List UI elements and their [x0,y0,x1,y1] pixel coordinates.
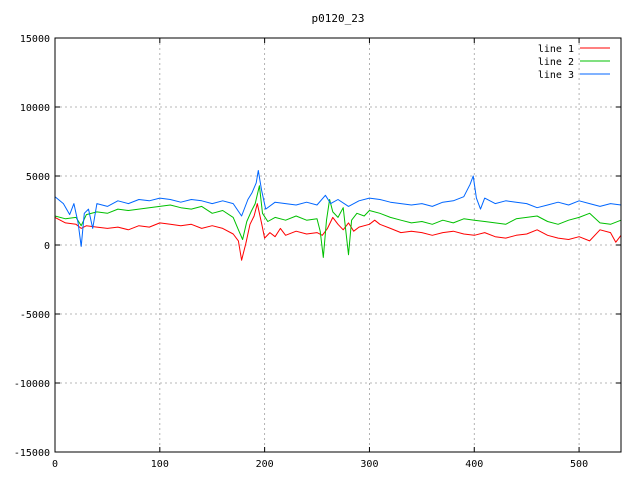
legend: line 1 line 2 line 3 [538,44,610,81]
x-tick-label: 400 [465,459,483,470]
x-tick-label: 0 [52,459,58,470]
y-tick-label: -15000 [14,448,50,459]
x-tick-label: 500 [570,459,588,470]
series-line-2 [54,185,622,258]
y-tick-label: 0 [44,241,50,252]
series-group [54,170,622,261]
y-tick-label: 10000 [20,103,50,114]
legend-label: line 1 [538,44,574,55]
y-tick-label: -10000 [14,379,50,390]
legend-label: line 3 [538,70,574,81]
y-tick-label: -5000 [20,310,50,321]
grid [55,38,621,452]
series-line-3 [54,170,622,247]
y-tick-label: 15000 [20,34,50,45]
legend-label: line 2 [538,57,574,68]
chart-title: p0120_23 [312,12,365,25]
x-tick-label: 300 [360,459,378,470]
y-axis: -15000 -10000 -5000 0 5000 10000 15000 [14,34,621,459]
x-tick-label: 100 [151,459,169,470]
x-tick-label: 200 [256,459,274,470]
series-line-1 [54,203,622,261]
y-tick-label: 5000 [26,172,50,183]
x-axis: 0 100 200 300 400 500 [52,38,588,470]
